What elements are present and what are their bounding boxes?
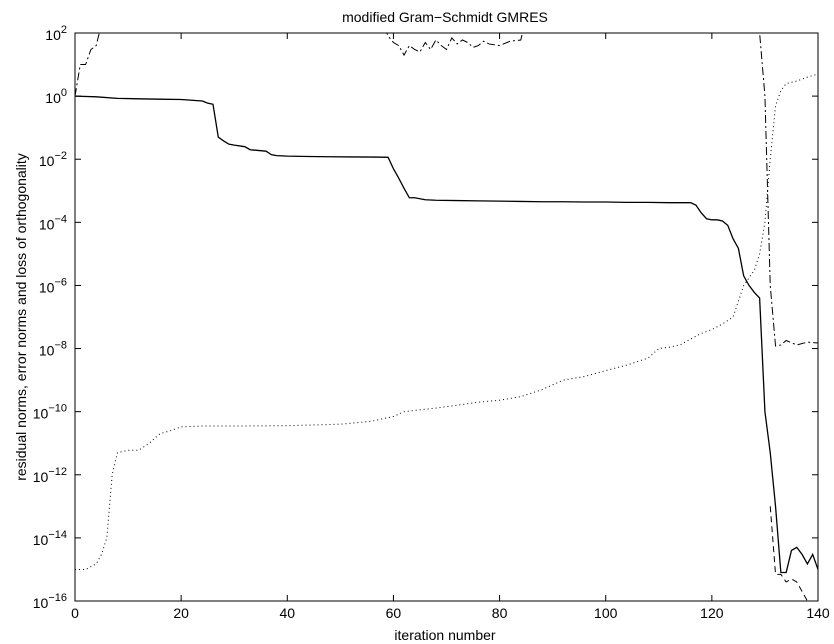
y-tick-exponent: −4 [54,213,67,225]
plot-series [75,33,818,601]
y-tick-label: 10−6 [39,276,67,295]
series-dashdot-line [75,33,818,347]
plot-frame [74,32,819,602]
x-tick-label: 20 [173,605,189,621]
y-tick-base: 10 [39,153,55,169]
y-tick-label: 100 [45,87,67,106]
y-tick-exponent: −14 [48,529,67,541]
y-tick-label: 10−12 [33,466,67,485]
chart-title: modified Gram−Schmidt GMRES [342,9,548,25]
y-tick-base: 10 [39,279,55,295]
y-tick-label: 10−2 [39,150,67,169]
y-axis: 10210010−210−410−610−810−1010−1210−1410−… [33,24,818,611]
y-tick-base: 10 [33,595,49,611]
y-tick-label: 10−8 [39,340,67,359]
series-dotted-line [75,73,818,570]
x-axis-title: iteration number [394,627,496,643]
y-tick-label: 10−16 [33,592,67,611]
x-tick-label: 100 [594,605,618,621]
y-tick-base: 10 [45,90,61,106]
y-tick-base: 10 [45,27,61,43]
series-dashed-line [769,506,808,601]
x-tick-label: 120 [700,605,724,621]
y-tick-label: 10−14 [33,529,67,548]
y-tick-exponent: 2 [61,24,67,36]
y-tick-base: 10 [33,532,49,548]
x-tick-label: 140 [806,605,830,621]
x-axis: 0 20 40 60 80 100 120 140 [71,33,830,621]
y-tick-label: 102 [45,24,67,43]
series-solid-line [75,95,818,574]
x-tick-label: 0 [71,605,79,621]
y-tick-exponent: −10 [48,403,67,415]
y-tick-exponent: 0 [61,87,67,99]
y-tick-base: 10 [33,406,49,422]
y-tick-exponent: −6 [54,276,67,288]
y-tick-base: 10 [39,343,55,359]
y-tick-exponent: −12 [48,466,67,478]
y-tick-exponent: −8 [54,340,67,352]
x-tick-label: 40 [279,605,295,621]
x-tick-label: 60 [386,605,402,621]
y-tick-exponent: −16 [48,592,67,604]
y-tick-label: 10−4 [39,213,67,232]
y-tick-base: 10 [33,469,49,485]
x-tick-label: 80 [492,605,508,621]
y-tick-base: 10 [39,216,55,232]
y-tick-label: 10−10 [33,403,67,422]
y-axis-title: residual norms, error norms and loss of … [13,153,29,481]
y-tick-exponent: −2 [54,150,67,162]
